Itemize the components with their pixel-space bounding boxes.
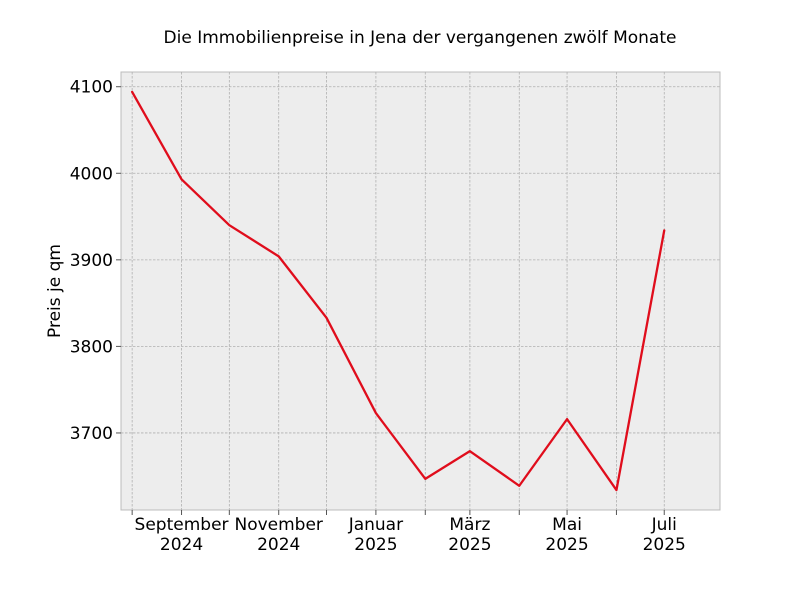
x-tick-label-year: 2025 xyxy=(545,535,588,555)
series-layer xyxy=(130,90,666,492)
x-tick-label: Januar xyxy=(348,515,403,535)
x-tick-label: November xyxy=(234,515,322,535)
y-tick-label: 3900 xyxy=(70,251,113,271)
x-tick-label: September xyxy=(135,515,229,535)
axis-ticks xyxy=(116,86,665,515)
series-line xyxy=(130,90,666,492)
chart-title: Die Immobilienpreise in Jena der vergang… xyxy=(164,28,677,48)
x-tick-label-year: 2025 xyxy=(354,535,397,555)
y-axis-label: Preis je qm xyxy=(45,244,65,338)
x-tick-label-year: 2024 xyxy=(257,535,300,555)
y-axis-tick-labels: 3700 3800 3900 4000 4100 xyxy=(70,78,113,444)
y-tick-label: 3700 xyxy=(70,424,113,444)
x-tick-label-year: 2025 xyxy=(448,535,491,555)
x-tick-label-year: 2025 xyxy=(643,535,686,555)
grid-lines xyxy=(121,72,720,510)
x-tick-label-year: 2024 xyxy=(160,535,203,555)
x-tick-label: Mai xyxy=(552,515,582,535)
plot-area xyxy=(120,71,721,511)
x-axis-tick-labels: September2024November2024Januar2025März2… xyxy=(135,515,686,555)
x-tick-label: Juli xyxy=(651,515,677,535)
y-tick-label: 3800 xyxy=(70,337,113,357)
x-tick-label: März xyxy=(449,515,490,535)
y-tick-label: 4100 xyxy=(70,78,113,98)
y-tick-label: 4000 xyxy=(70,164,113,184)
